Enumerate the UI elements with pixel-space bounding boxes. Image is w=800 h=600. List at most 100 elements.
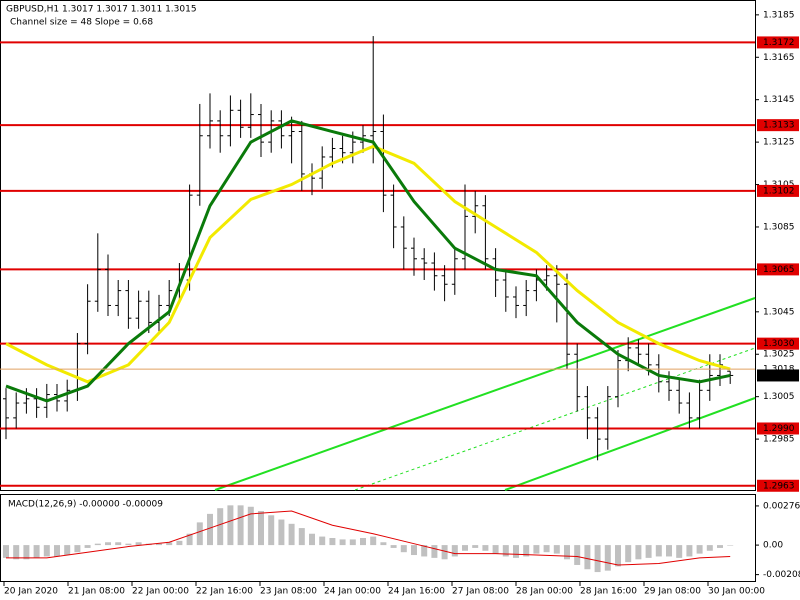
macd-bar (411, 545, 417, 556)
level-tag (757, 36, 799, 49)
moving-average (5, 144, 731, 384)
macd-bar (339, 539, 346, 546)
macd-bar (584, 545, 591, 570)
macd-bar (227, 505, 234, 546)
macd-bar (156, 543, 162, 546)
macd-bar (655, 545, 662, 557)
level-label: 1.3172 (763, 38, 795, 48)
channel-lower (504, 397, 756, 491)
macd-bar (543, 545, 550, 553)
macd-bar (390, 545, 397, 548)
macd-bar (625, 545, 632, 563)
y-tick-label: 0.00 (763, 541, 783, 551)
macd-bar (360, 538, 366, 546)
macd-bar (74, 545, 81, 553)
macd-bar (278, 519, 285, 546)
macd-bar (431, 545, 438, 558)
y-tick-label: 1.3145 (763, 95, 795, 105)
macd-bar (513, 545, 519, 558)
macd-bar (329, 538, 336, 546)
macd-bar (472, 545, 479, 548)
macd-bar (23, 545, 30, 560)
level-tag (757, 479, 799, 492)
macd-bar (451, 545, 458, 557)
macd-bar (217, 508, 224, 546)
macd-bar (247, 506, 254, 546)
level-tag (757, 119, 799, 132)
macd-signal (6, 510, 731, 566)
macd-bar (380, 542, 387, 546)
macd-bar (288, 523, 295, 546)
macd-bar (64, 545, 71, 556)
macd-bar (54, 545, 60, 557)
macd-bar (43, 545, 50, 557)
macd-bar (105, 542, 111, 546)
macd-bar (125, 543, 132, 546)
moving-average (5, 119, 731, 403)
macd-bar (319, 536, 326, 546)
y-tick-label: 1.3085 (763, 222, 795, 232)
macd-bar (421, 545, 428, 557)
macd-bar (370, 536, 377, 546)
macd-bar (13, 545, 20, 560)
macd-pane (0, 494, 756, 582)
level-label: 1.2990 (763, 424, 795, 434)
level-label: 1.3030 (763, 339, 795, 349)
x-tick-label: 22 Jan 00:00 (132, 587, 189, 597)
macd-bar (94, 543, 101, 546)
y-tick-label: 1.3045 (763, 307, 795, 317)
macd-bar (84, 545, 91, 548)
bid-tag (757, 369, 799, 382)
macd-bar (166, 542, 173, 546)
symbol-header: GBPUSD,H1 1.3017 1.3017 1.3011 1.3015 (6, 5, 197, 15)
macd-bar (574, 545, 581, 565)
level-label: 1.3102 (763, 186, 795, 196)
macd-title: MACD(12,26,9) -0.00000 -0.00009 (8, 500, 163, 510)
level-tag (757, 337, 799, 350)
y-tick-label: -0.00208 (763, 570, 800, 580)
macd-bar (666, 545, 672, 557)
channel-middle (354, 347, 756, 491)
level-tag (757, 422, 799, 435)
x-tick-label: 24 Jan 00:00 (324, 587, 381, 597)
x-tick-label: 21 Jan 08:00 (68, 587, 125, 597)
y-tick-label: 1.3185 (763, 10, 795, 20)
y-tick-label: 0.00276 (763, 501, 800, 511)
macd-bar (349, 539, 356, 546)
y-tick-label: 1.3165 (763, 53, 795, 63)
y-tick-label: 1.3125 (763, 138, 795, 148)
macd-bar (115, 542, 122, 546)
macd-bar (706, 545, 713, 551)
macd-bar (717, 545, 723, 548)
macd-bar (615, 545, 621, 567)
macd-bar (309, 533, 315, 546)
y-tick-label: 1.2985 (763, 435, 795, 445)
macd-bar (492, 545, 499, 554)
macd-bar (462, 545, 468, 551)
macd-bar (298, 528, 305, 546)
macd-bar (594, 545, 601, 573)
macd-bar (604, 545, 611, 571)
macd-bar (523, 545, 530, 557)
x-tick-label: 28 Jan 00:00 (516, 587, 573, 597)
x-tick-label: 24 Jan 16:00 (388, 587, 445, 597)
macd-bar (196, 522, 203, 546)
macd-bar (727, 545, 734, 546)
macd-bar (502, 545, 509, 557)
level-tag (757, 184, 799, 197)
channel-info: Channel size = 48 Slope = 0.68 (10, 18, 153, 28)
y-tick-label: 1.3025 (763, 350, 795, 360)
macd-bar (686, 545, 693, 557)
x-tick-label: 30 Jan 00:00 (708, 587, 765, 597)
macd-bar (207, 513, 213, 546)
x-tick-label: 22 Jan 16:00 (196, 587, 253, 597)
main-pane (0, 0, 756, 491)
x-tick-label: 20 Jan 2020 (4, 587, 58, 597)
macd-bar (441, 545, 448, 560)
bid-label: 1.3015 (763, 371, 795, 381)
level-tag (757, 263, 799, 276)
macd-bar (186, 533, 193, 546)
macd-bar (533, 545, 540, 554)
level-label: 1.2963 (763, 481, 795, 491)
